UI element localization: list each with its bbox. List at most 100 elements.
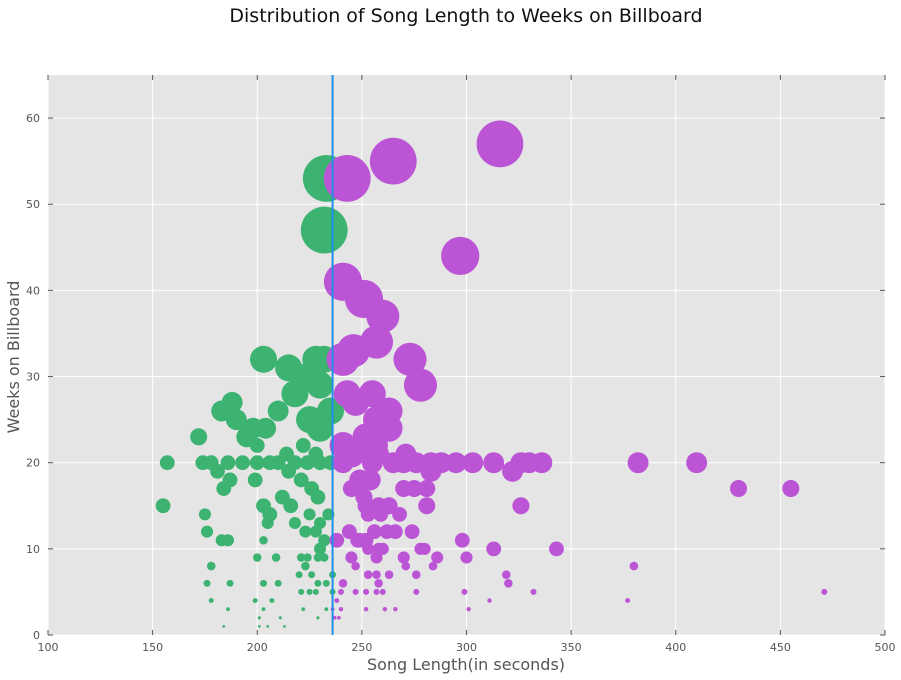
scatter-point bbox=[296, 553, 306, 562]
scatter-point bbox=[298, 588, 305, 595]
scatter-point bbox=[198, 508, 211, 521]
x-tick-label: 350 bbox=[561, 641, 582, 654]
scatter-point bbox=[502, 460, 523, 482]
scatter-point bbox=[625, 598, 631, 604]
scatter-point bbox=[281, 463, 297, 479]
x-tick-label: 250 bbox=[351, 641, 372, 654]
scatter-point bbox=[309, 525, 322, 538]
scatter-point bbox=[374, 579, 383, 588]
scatter-point bbox=[303, 508, 316, 521]
scatter-point bbox=[324, 607, 329, 612]
scatter-point bbox=[326, 342, 360, 376]
scatter-point bbox=[351, 561, 360, 571]
scatter-point bbox=[405, 479, 423, 498]
scatter-point bbox=[313, 553, 323, 562]
scatter-point bbox=[303, 553, 312, 562]
scatter-point bbox=[270, 455, 286, 471]
scatter-point bbox=[288, 516, 301, 530]
scatter-point bbox=[530, 588, 537, 595]
scatter-point bbox=[255, 417, 277, 439]
scatter-point bbox=[306, 414, 334, 442]
scatter-point bbox=[216, 481, 232, 496]
scatter-point bbox=[501, 570, 511, 579]
y-tick-label: 0 bbox=[33, 629, 40, 642]
scatter-point bbox=[363, 606, 369, 612]
scatter-point bbox=[375, 414, 403, 442]
scatter-point bbox=[338, 606, 344, 612]
x-tick-label: 400 bbox=[665, 641, 686, 654]
scatter-point bbox=[190, 428, 208, 446]
scatter-point bbox=[445, 452, 467, 474]
scatter-point bbox=[401, 561, 411, 571]
y-tick-label: 50 bbox=[26, 198, 40, 211]
scatter-point bbox=[461, 588, 468, 595]
scatter-point bbox=[225, 409, 247, 431]
scatter-point bbox=[352, 588, 359, 595]
scatter-point bbox=[267, 400, 289, 422]
scatter-point bbox=[322, 579, 330, 587]
x-tick-label: 300 bbox=[456, 641, 477, 654]
scatter-point bbox=[342, 479, 360, 498]
scatter-point bbox=[319, 553, 329, 562]
scatter-point bbox=[403, 368, 438, 402]
scatter-point bbox=[476, 120, 524, 168]
scatter-point bbox=[352, 532, 368, 548]
scatter-point bbox=[512, 497, 530, 515]
scatter-point bbox=[235, 455, 251, 471]
scatter-point bbox=[266, 625, 270, 628]
scatter-point bbox=[260, 579, 268, 587]
scatter-point bbox=[404, 524, 420, 540]
scatter-point bbox=[250, 345, 278, 373]
scatter-point bbox=[323, 154, 371, 202]
scatter-point bbox=[308, 571, 316, 579]
scatter-point bbox=[729, 479, 748, 498]
scatter-point bbox=[466, 606, 471, 612]
scatter-point bbox=[293, 472, 309, 488]
axes: 100 150 200 250 300 350 400 450 500 0 10 20 30 40 50 60 bbox=[26, 75, 896, 654]
scatter-point bbox=[300, 455, 315, 471]
scatter-point bbox=[220, 455, 236, 471]
scatter-point bbox=[360, 506, 376, 522]
scatter-point bbox=[486, 541, 502, 557]
scatter-point bbox=[342, 388, 370, 416]
scatter-point bbox=[393, 606, 398, 612]
scatter-point bbox=[363, 588, 370, 595]
scatter-point bbox=[208, 598, 214, 604]
scatter-point bbox=[362, 542, 375, 555]
scatter-point bbox=[428, 561, 438, 571]
scatter-point bbox=[454, 532, 470, 548]
scatter-point bbox=[221, 534, 234, 547]
scatter-point bbox=[334, 598, 340, 604]
scatter-point bbox=[206, 561, 216, 571]
scatter-point bbox=[313, 542, 327, 555]
scatter-point bbox=[278, 616, 282, 620]
scatter-point bbox=[441, 236, 480, 276]
scatter-point bbox=[226, 579, 234, 587]
scatter-point bbox=[363, 570, 373, 579]
y-axis-label: Weeks on Billboard bbox=[4, 281, 23, 434]
scatter-point bbox=[361, 452, 383, 474]
scatter-point bbox=[310, 489, 326, 505]
scatter-point bbox=[372, 570, 381, 579]
scatter-point bbox=[301, 607, 306, 612]
scatter-point bbox=[257, 625, 261, 628]
scatter-point bbox=[249, 455, 265, 471]
scatter-point bbox=[210, 463, 225, 479]
scatter-point bbox=[259, 535, 268, 545]
scatter-point bbox=[203, 579, 211, 587]
scatter-point bbox=[412, 570, 421, 579]
scatter-point bbox=[274, 579, 282, 587]
scatter-point bbox=[376, 542, 389, 555]
scatter-point bbox=[249, 438, 265, 453]
scatter-point bbox=[257, 616, 261, 620]
scatter-point bbox=[300, 206, 348, 254]
scatter-point bbox=[379, 588, 386, 595]
x-axis-label: Song Length(in seconds) bbox=[367, 655, 565, 674]
scatter-point bbox=[283, 625, 286, 628]
chart-title: Distribution of Song Length to Weeks on … bbox=[229, 5, 702, 27]
scatter-point bbox=[384, 570, 394, 579]
scatter-point bbox=[686, 452, 708, 474]
scatter-series bbox=[323, 120, 828, 620]
scatter-point bbox=[418, 479, 436, 498]
